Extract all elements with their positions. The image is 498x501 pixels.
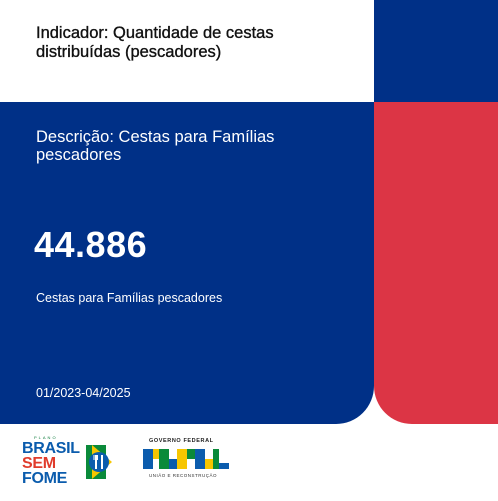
governo-federal-logo: GOVERNO FEDERAL UNIÃO E RECONSTRUÇÃO (143, 438, 233, 484)
indicator-title: Indicador: Quantidade de cestas distribu… (36, 24, 274, 61)
header-area: Indicador: Quantidade de cestas distribu… (0, 0, 374, 102)
logo-line-3: FOME (22, 470, 68, 487)
brasil-wordmark-icon (143, 449, 229, 469)
gov-bottom-text: UNIÃO E RECONSTRUÇÃO (149, 473, 218, 478)
indicator-description: Descrição: Cestas para Famílias pescador… (36, 128, 275, 164)
period-label: 01/2023-04/2025 (36, 386, 131, 400)
blue-accent-strip (374, 0, 498, 102)
logo-small-text: PLANO (34, 435, 58, 440)
indicator-value: 44.886 (34, 224, 148, 265)
gov-top-text: GOVERNO FEDERAL (149, 438, 214, 444)
brasil-sem-fome-logo: PLANO BRASIL SEM FOME (20, 434, 120, 492)
fork-knife-plate-icon (82, 439, 116, 485)
logo-line-2: SEM (22, 455, 56, 472)
logo-line-1: BRASIL (22, 440, 80, 457)
value-caption: Cestas para Famílias pescadores (36, 291, 223, 305)
red-accent-panel (374, 102, 498, 424)
indicator-card (0, 102, 374, 424)
